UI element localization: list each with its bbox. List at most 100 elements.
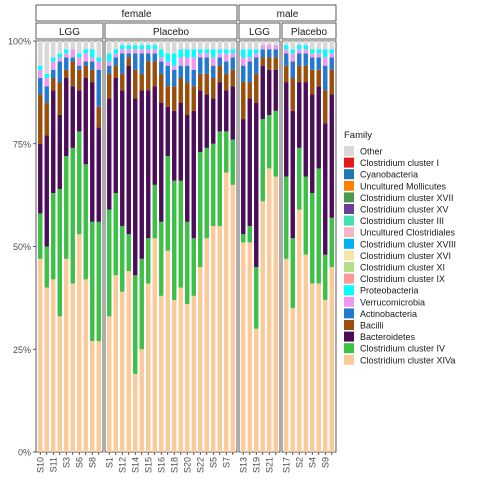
bar-segment <box>241 242 246 452</box>
bar-segment <box>83 53 88 62</box>
bar-segment <box>165 250 170 452</box>
bar-segment <box>126 234 131 272</box>
legend-label: Clostridium cluster XVI <box>360 251 451 261</box>
bar-segment <box>57 53 62 58</box>
bar-segment <box>44 102 49 136</box>
bar-segment <box>113 193 118 276</box>
bar-segment <box>51 61 56 70</box>
bar-segment <box>139 73 144 91</box>
bar-segment <box>247 57 252 62</box>
bar-segment <box>310 49 315 54</box>
x-tick-label: S3 <box>61 457 71 468</box>
facet-strip-sex <box>238 4 337 22</box>
bar-segment <box>64 49 69 54</box>
bar-segment <box>133 373 138 452</box>
bar-segment <box>267 69 272 115</box>
bar-segment <box>204 41 209 50</box>
x-tick-label: S19 <box>251 457 261 473</box>
bar-segment <box>44 246 49 288</box>
bar-segment <box>120 45 125 50</box>
bar-segment <box>204 94 209 148</box>
panel-border <box>281 40 337 453</box>
bar-segment <box>77 131 82 235</box>
bar-segment <box>284 49 289 54</box>
bar-segment <box>133 69 138 99</box>
bar-segment <box>51 279 56 452</box>
bar-segment <box>323 49 328 58</box>
bar-segment <box>96 61 101 70</box>
bar-segment <box>204 53 209 58</box>
bar-segment <box>297 49 302 54</box>
bar-segment <box>290 61 295 78</box>
facet-strip-group <box>104 22 238 40</box>
bar-segment <box>185 57 190 66</box>
bar-segment <box>77 41 82 54</box>
legend-label: Cyanobacteria <box>360 170 418 180</box>
bar-segment <box>96 69 101 107</box>
bar-segment <box>44 41 49 74</box>
bar-segment <box>152 49 157 54</box>
bar-segment <box>284 82 289 177</box>
bar-segment <box>310 53 315 58</box>
bar-segment <box>146 41 151 46</box>
legend-label: Clostridium cluster XV <box>360 205 449 215</box>
bar-segment <box>113 65 118 78</box>
bar-segment <box>247 41 252 50</box>
bar-segment <box>107 209 112 317</box>
bar-segment <box>146 283 151 452</box>
bar-segment <box>297 209 302 452</box>
bar-segment <box>241 41 246 50</box>
bar-segment <box>57 61 62 83</box>
bar-segment <box>316 57 321 70</box>
legend-swatch <box>344 238 354 249</box>
bar-segment <box>64 156 69 259</box>
bar-segment <box>83 77 88 165</box>
bar-segment <box>224 90 229 132</box>
bar-segment <box>44 77 49 87</box>
bar-segment <box>284 258 289 452</box>
bar-segment <box>139 41 144 46</box>
bar-segment <box>316 53 321 58</box>
bar-segment <box>230 139 235 185</box>
bar-segment <box>57 188 62 317</box>
x-tick-label: S17 <box>281 457 291 473</box>
x-tick-label: S14 <box>130 457 140 473</box>
bar-segment <box>217 53 222 58</box>
bar-segment <box>165 53 170 62</box>
bar-segment <box>290 77 295 111</box>
x-tick-label: S18 <box>169 457 179 473</box>
facet-label-group: LGG <box>249 27 270 38</box>
bar-segment <box>290 308 295 452</box>
bar-segment <box>139 258 144 350</box>
bar-segment <box>198 41 203 50</box>
bar-segment <box>273 176 278 452</box>
bar-segment <box>77 65 82 70</box>
bar-segment <box>159 102 164 222</box>
bar-segment <box>310 69 315 95</box>
bar-segment <box>230 53 235 58</box>
bar-segment <box>139 53 144 74</box>
bar-segment <box>57 316 62 452</box>
bar-segment <box>83 65 88 78</box>
bar-segment <box>90 57 95 62</box>
legend-swatch <box>344 343 354 354</box>
bar-segment <box>303 65 308 83</box>
bar-segment <box>90 221 95 342</box>
x-tick-label: S13 <box>238 457 248 473</box>
bar-segment <box>224 41 229 50</box>
bar-segment <box>260 49 265 58</box>
bar-segment <box>254 49 259 54</box>
bar-segment <box>139 349 144 452</box>
legend-label: Uncultured Mollicutes <box>360 181 447 191</box>
legend-label: Clostridium cluster XIVa <box>360 355 455 365</box>
bar-segment <box>70 86 75 148</box>
bar-segment <box>303 49 308 54</box>
bar-segment <box>146 61 151 91</box>
bar-segment <box>178 77 183 103</box>
legend-swatch <box>344 215 354 226</box>
bar-segment <box>217 41 222 50</box>
bar-segment <box>224 73 229 91</box>
bar-segment <box>267 57 272 70</box>
bar-segment <box>64 57 69 70</box>
